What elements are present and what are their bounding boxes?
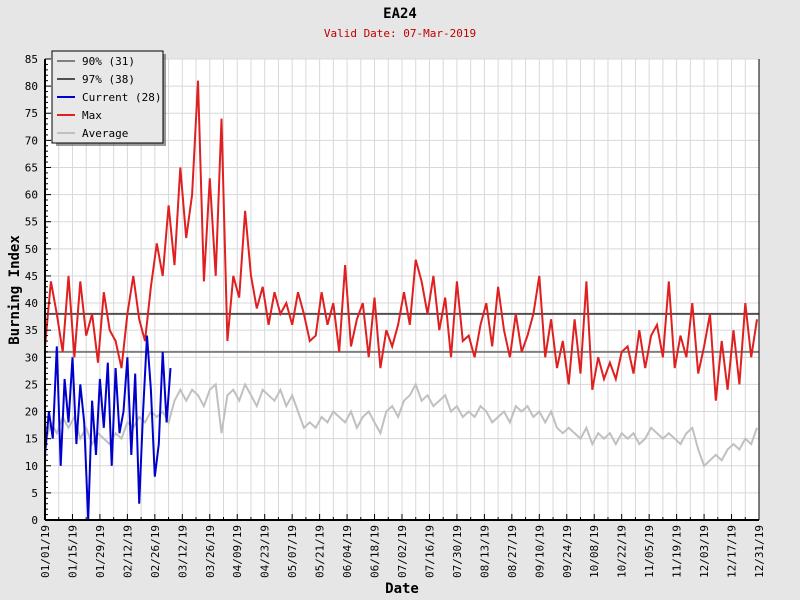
legend-label: 90% (31) bbox=[82, 55, 135, 68]
x-tick-label: 07/30/19 bbox=[451, 525, 464, 578]
y-tick-label: 0 bbox=[31, 514, 38, 527]
x-tick-label: 02/12/19 bbox=[121, 525, 134, 578]
legend-label: Current (28) bbox=[82, 91, 161, 104]
y-tick-label: 20 bbox=[25, 406, 38, 419]
x-tick-label: 02/26/19 bbox=[149, 525, 162, 578]
y-tick-label: 55 bbox=[25, 216, 38, 229]
legend: 90% (31) 97% (38) Current (28) Max Average bbox=[51, 50, 166, 146]
y-tick-label: 80 bbox=[25, 80, 38, 93]
chart-title: EA24 bbox=[383, 6, 417, 22]
series-line-average bbox=[44, 381, 758, 468]
x-tick-label: 10/22/19 bbox=[616, 525, 629, 578]
x-tick-label: 09/10/19 bbox=[533, 525, 546, 578]
series-lines bbox=[44, 80, 758, 521]
x-tick-label: 05/21/19 bbox=[314, 525, 327, 578]
legend-label: 97% (38) bbox=[82, 73, 135, 86]
x-tick-label: 04/09/19 bbox=[231, 525, 244, 578]
x-tick-label: 11/19/19 bbox=[671, 525, 684, 578]
series-line-max bbox=[44, 80, 758, 401]
x-tick-label: 03/12/19 bbox=[176, 525, 189, 578]
x-tick-label: 10/08/19 bbox=[588, 525, 601, 578]
x-tick-label: 01/15/19 bbox=[66, 525, 79, 578]
y-tick-label: 70 bbox=[25, 134, 38, 147]
x-tick-label: 07/16/19 bbox=[423, 525, 436, 578]
y-tick-label: 45 bbox=[25, 270, 38, 283]
legend-label: Max bbox=[82, 109, 102, 122]
chart-subtitle: Valid Date: 07-Mar-2019 bbox=[323, 27, 477, 40]
x-tick-label: 08/27/19 bbox=[506, 525, 519, 578]
x-tick-label: 05/07/19 bbox=[286, 525, 299, 578]
axes: 0 5 10 15 20 25 30 35 40 45 50 55 60 65 70 75 80 85 01/01/… bbox=[25, 53, 766, 578]
y-tick-label: 15 bbox=[25, 433, 38, 446]
y-tick-label: 35 bbox=[25, 324, 38, 337]
y-tick-label: 75 bbox=[25, 107, 38, 120]
x-tick-label: 01/29/19 bbox=[94, 525, 107, 578]
y-tick-label: 50 bbox=[25, 243, 38, 256]
y-tick-label: 60 bbox=[25, 189, 38, 202]
x-tick-label: 12/03/19 bbox=[698, 525, 711, 578]
y-tick-label: 25 bbox=[25, 378, 38, 391]
y-tick-label: 5 bbox=[31, 487, 38, 500]
x-tick-label: 07/02/19 bbox=[396, 525, 409, 578]
x-tick-label: 06/04/19 bbox=[341, 525, 354, 578]
x-tick-label: 01/01/19 bbox=[39, 525, 52, 578]
y-tick-label: 10 bbox=[25, 460, 38, 473]
y-tick-label: 65 bbox=[25, 161, 38, 174]
x-tick-label: 04/23/19 bbox=[259, 525, 272, 578]
x-tick-label: 09/24/19 bbox=[561, 525, 574, 578]
x-tick-label: 03/26/19 bbox=[204, 525, 217, 578]
y-axis-label: Burning Index bbox=[7, 235, 23, 345]
y-tick-label: 40 bbox=[25, 297, 38, 310]
x-tick-label: 08/13/19 bbox=[478, 525, 491, 578]
y-tick-label: 85 bbox=[25, 53, 38, 66]
x-tick-label: 12/17/19 bbox=[726, 525, 739, 578]
x-tick-label: 06/18/19 bbox=[369, 525, 382, 578]
x-axis-label: Date bbox=[385, 581, 419, 597]
y-tick-label: 30 bbox=[25, 351, 38, 364]
x-tick-label: 11/05/19 bbox=[643, 525, 656, 578]
legend-label: Average bbox=[82, 127, 128, 140]
x-tick-label: 12/31/19 bbox=[753, 525, 766, 578]
threshold-lines bbox=[45, 312, 759, 353]
